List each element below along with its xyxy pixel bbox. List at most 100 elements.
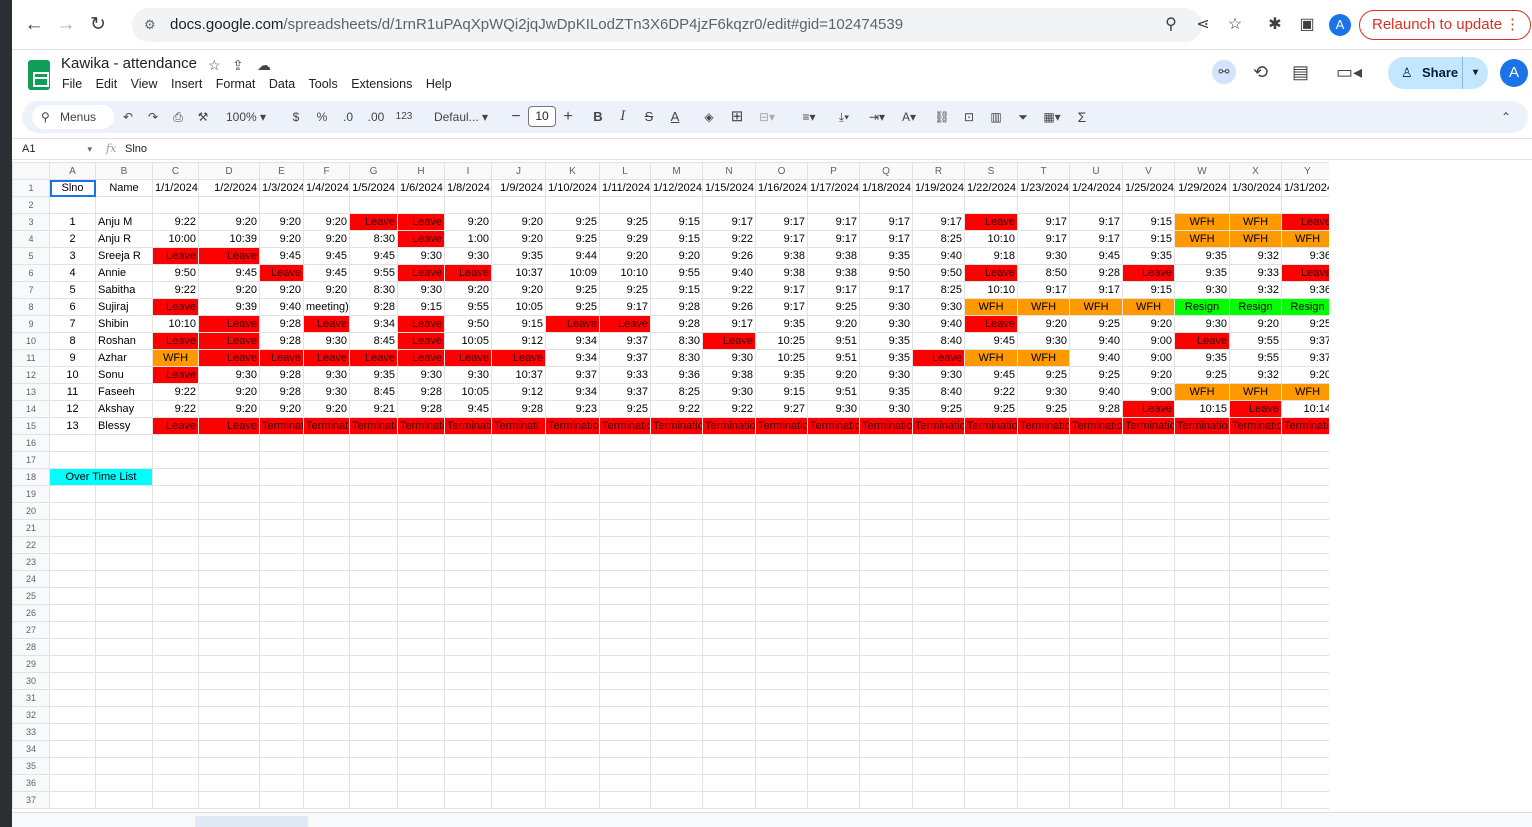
cell[interactable]: 9:25 <box>1069 315 1123 333</box>
cell[interactable] <box>1122 757 1175 775</box>
row-header[interactable]: 15 <box>12 417 50 435</box>
cell[interactable] <box>1069 672 1123 690</box>
cell[interactable]: WFH <box>1229 230 1282 248</box>
cell[interactable] <box>95 451 153 469</box>
cell[interactable] <box>599 519 651 537</box>
cell[interactable]: 9:25 <box>545 213 600 231</box>
cell[interactable]: Sujiraj <box>95 298 153 316</box>
cell[interactable]: 9:20 <box>491 281 546 299</box>
cell[interactable] <box>1174 638 1230 656</box>
cell[interactable]: Leave <box>444 264 492 282</box>
cell[interactable]: 9:17 <box>755 230 808 248</box>
cell[interactable] <box>859 723 913 741</box>
cell[interactable] <box>964 587 1018 605</box>
cell[interactable]: 9:34 <box>545 349 600 367</box>
row-header[interactable]: 28 <box>12 638 50 656</box>
cell[interactable]: Azhar <box>95 349 153 367</box>
cell[interactable] <box>1229 519 1282 537</box>
cell[interactable]: 9:37 <box>599 383 651 401</box>
cell[interactable] <box>599 621 651 639</box>
cell[interactable]: 9:40 <box>912 315 965 333</box>
redo-icon[interactable]: ↷ <box>147 110 159 124</box>
cell[interactable] <box>259 757 304 775</box>
cell[interactable]: Leave <box>152 332 199 350</box>
cell[interactable] <box>1174 791 1230 809</box>
cell[interactable]: 9:30 <box>1174 281 1230 299</box>
cell[interactable] <box>912 451 965 469</box>
cell[interactable] <box>259 655 304 673</box>
cell[interactable] <box>259 723 304 741</box>
cell[interactable] <box>1229 791 1282 809</box>
cell[interactable] <box>702 468 756 486</box>
cell[interactable]: 9:17 <box>1069 230 1123 248</box>
cell[interactable]: 9:40 <box>1069 332 1123 350</box>
cell[interactable] <box>650 604 703 622</box>
cell[interactable]: 9:20 <box>807 366 860 384</box>
cell[interactable] <box>964 638 1018 656</box>
cell[interactable] <box>259 706 304 724</box>
date-header-cell[interactable]: 1/22/2024 <box>964 179 1018 197</box>
cell[interactable]: Resign <box>1174 298 1230 316</box>
cell[interactable]: 9:20 <box>198 281 260 299</box>
cell[interactable] <box>1229 740 1282 758</box>
column-header[interactable]: K <box>545 162 600 180</box>
cell[interactable] <box>95 587 153 605</box>
cell[interactable] <box>650 706 703 724</box>
cell[interactable] <box>545 587 600 605</box>
cell[interactable]: 9:17 <box>1069 281 1123 299</box>
cell[interactable] <box>807 519 860 537</box>
cell[interactable]: 9:45 <box>259 247 304 265</box>
cell[interactable]: 9:30 <box>859 366 913 384</box>
cell[interactable] <box>303 434 350 452</box>
column-header[interactable]: Q <box>859 162 913 180</box>
menu-insert[interactable]: Insert <box>171 77 203 91</box>
cell[interactable] <box>95 536 153 554</box>
cell[interactable] <box>152 706 199 724</box>
cell[interactable]: Terminatio <box>859 417 913 435</box>
cell[interactable] <box>1174 672 1230 690</box>
cell[interactable] <box>491 706 546 724</box>
cell[interactable]: WFH <box>1281 230 1334 248</box>
menu-view[interactable]: View <box>130 77 158 91</box>
cell[interactable] <box>1281 553 1334 571</box>
cell[interactable] <box>1069 757 1123 775</box>
cell[interactable] <box>1069 485 1123 503</box>
cell[interactable]: Terminatio <box>1229 417 1282 435</box>
cell[interactable] <box>444 570 492 588</box>
cell[interactable] <box>152 502 199 520</box>
cell[interactable]: 9:25 <box>599 213 651 231</box>
cell[interactable] <box>912 791 965 809</box>
relaunch-button[interactable]: Relaunch to update ⋮ <box>1359 10 1531 40</box>
cell[interactable] <box>152 536 199 554</box>
cell[interactable] <box>702 434 756 452</box>
cell[interactable] <box>397 196 445 214</box>
cell[interactable] <box>1281 536 1334 554</box>
cell[interactable] <box>49 519 96 537</box>
cell[interactable] <box>397 502 445 520</box>
cell[interactable] <box>49 196 96 214</box>
undo-icon[interactable]: ↶ <box>122 110 134 124</box>
cell[interactable] <box>1281 638 1334 656</box>
cell[interactable] <box>303 485 350 503</box>
horizontal-align-icon[interactable]: ≡▾ <box>802 110 816 124</box>
cell[interactable] <box>1069 604 1123 622</box>
cell[interactable] <box>807 791 860 809</box>
cell[interactable] <box>1069 519 1123 537</box>
cell[interactable] <box>49 791 96 809</box>
cell[interactable]: 9:35 <box>349 366 398 384</box>
cell[interactable] <box>807 757 860 775</box>
cell[interactable] <box>1017 689 1070 707</box>
cell[interactable] <box>859 553 913 571</box>
cell[interactable] <box>1229 570 1282 588</box>
column-header[interactable]: U <box>1069 162 1123 180</box>
cell[interactable] <box>859 468 913 486</box>
cell[interactable]: 1:00 <box>444 230 492 248</box>
cell[interactable] <box>599 604 651 622</box>
cell[interactable]: 9:45 <box>444 400 492 418</box>
cell[interactable]: 9:12 <box>491 383 546 401</box>
cell[interactable] <box>1017 791 1070 809</box>
cell[interactable] <box>444 774 492 792</box>
cell-slno-header[interactable]: Slno <box>49 179 96 197</box>
cell[interactable] <box>599 502 651 520</box>
cell[interactable] <box>1069 706 1123 724</box>
